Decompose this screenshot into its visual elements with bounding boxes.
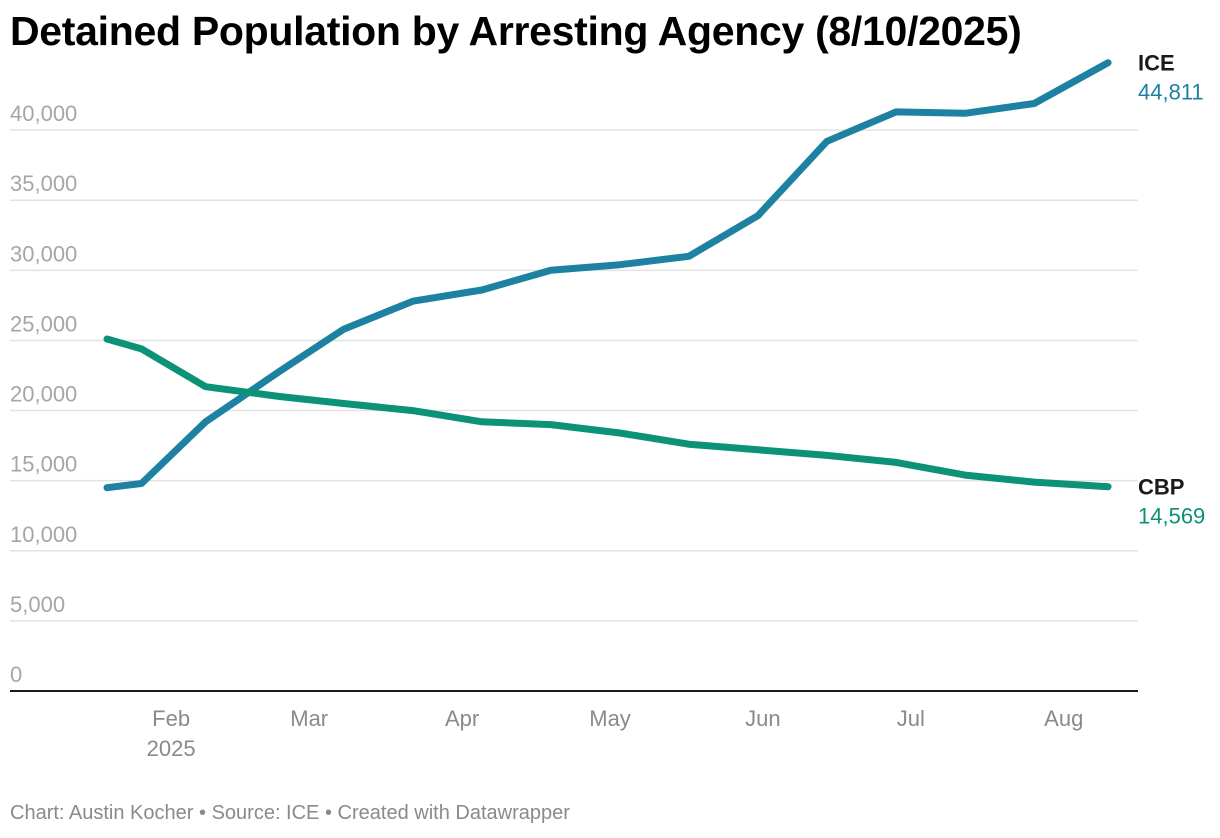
y-tick-label: 25,000: [10, 311, 77, 336]
y-tick-label: 40,000: [10, 101, 77, 126]
series-line-ice: [103, 59, 1112, 492]
series-label-cbp: CBP: [1138, 475, 1184, 500]
x-tick-label: Mar: [290, 706, 328, 731]
y-tick-label: 5,000: [10, 592, 65, 617]
footer-separator: •: [199, 802, 207, 824]
x-axis: Feb 2025 Mar Apr May Jun Jul Aug: [10, 690, 1138, 761]
line-chart: 0 5,000 10,000 15,000 20,000 25,000 30,000 35,0…: [10, 51, 1205, 761]
series-label-ice: ICE: [1138, 51, 1175, 76]
x-tick-label: Aug: [1044, 706, 1083, 731]
y-tick-label: 20,000: [10, 382, 77, 407]
footer-author: Chart: Austin Kocher: [10, 802, 194, 824]
chart-title: Detained Population by Arresting Agency …: [10, 8, 1022, 54]
series-line-cbp: [103, 335, 1112, 491]
series-value-cbp: 14,569: [1138, 504, 1205, 529]
y-tick-label: 0: [10, 662, 22, 687]
x-tick-sublabel: 2025: [147, 736, 196, 761]
x-tick-label: Feb: [152, 706, 190, 731]
series-lines: [103, 59, 1112, 492]
x-tick-label: Apr: [445, 706, 479, 731]
chart-footer: Chart: Austin Kocher • Source: ICE • Cre…: [10, 802, 570, 825]
gridlines: [10, 129, 1138, 622]
series-labels: ICE 44,811 CBP 14,569: [1138, 51, 1205, 529]
footer-source: Source: ICE: [211, 802, 320, 824]
footer-tool: Created with Datawrapper: [337, 802, 570, 824]
y-tick-label: 10,000: [10, 522, 77, 547]
y-tick-label: 30,000: [10, 241, 77, 266]
y-axis-ticks: 0 5,000 10,000 15,000 20,000 25,000 30,000 35,0…: [10, 101, 77, 687]
y-tick-label: 35,000: [10, 171, 77, 196]
x-tick-label: May: [589, 706, 631, 731]
x-tick-label: Jun: [745, 706, 780, 731]
footer-separator: •: [324, 802, 332, 824]
x-tick-label: Jul: [897, 706, 925, 731]
series-value-ice: 44,811: [1138, 80, 1204, 105]
y-tick-label: 15,000: [10, 452, 77, 477]
